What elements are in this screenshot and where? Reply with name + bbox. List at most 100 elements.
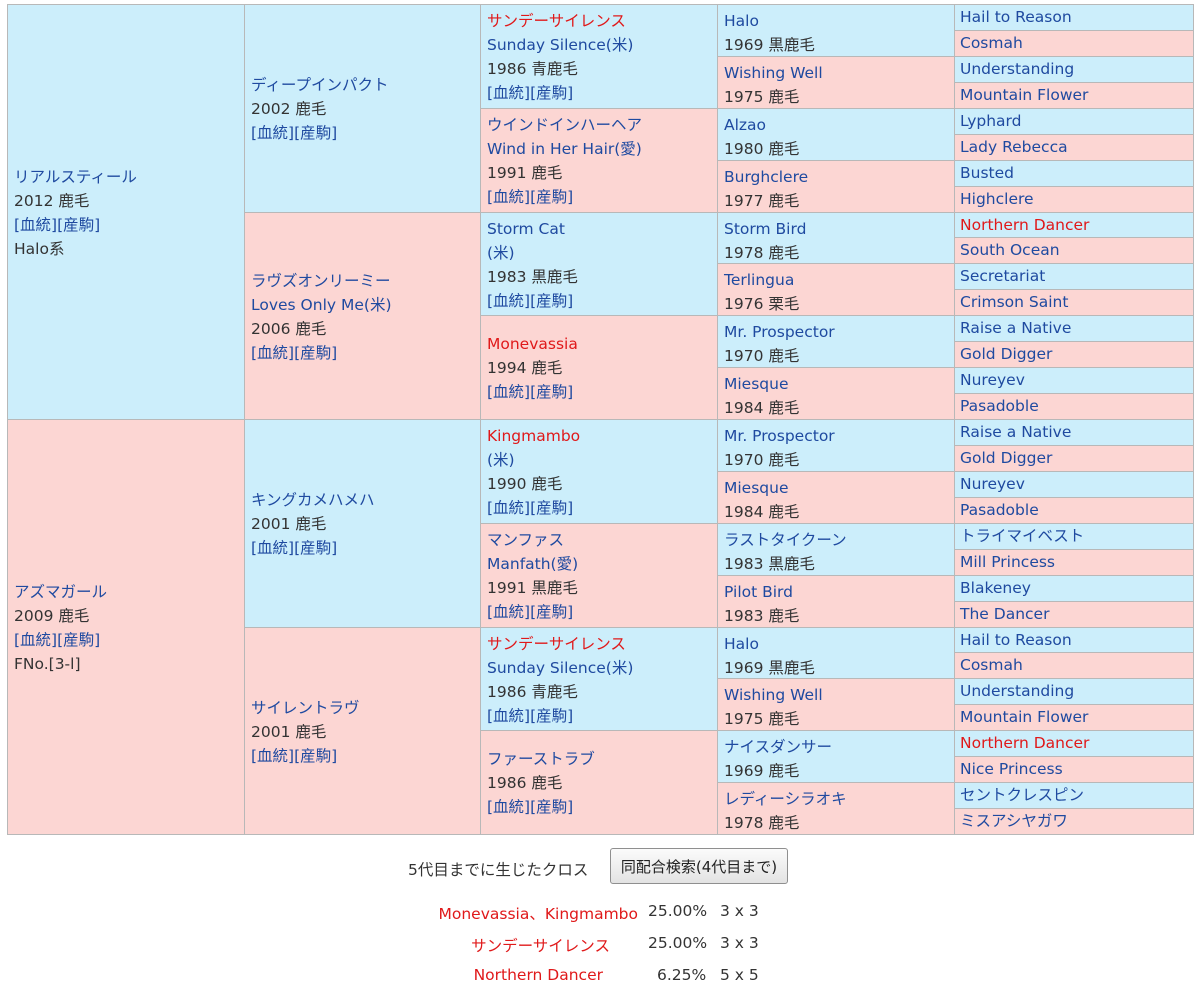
- horse-name-link[interactable]: Northern Dancer: [960, 216, 1090, 234]
- pedigree-link[interactable]: [血統]: [487, 292, 531, 310]
- horse-name-link[interactable]: Northern Dancer: [960, 734, 1090, 752]
- offspring-link[interactable]: [産駒]: [530, 707, 574, 725]
- horse-name-link[interactable]: ウインドインハーヘア: [487, 116, 643, 134]
- horse-name-link[interactable]: Busted: [960, 164, 1014, 182]
- pedigree-cell-gen2: ラヴズオンリーミー Loves Only Me(米) 2006 鹿毛 [血統][産駒]: [244, 212, 481, 420]
- pedigree-link[interactable]: [血統]: [487, 188, 531, 206]
- pedigree-link[interactable]: [血統]: [487, 603, 531, 621]
- offspring-link[interactable]: [産駒]: [530, 603, 574, 621]
- cross-horse-link[interactable]: Northern Dancer: [473, 966, 603, 984]
- horse-name-link[interactable]: Understanding: [960, 60, 1075, 78]
- offspring-link[interactable]: [産駒]: [530, 383, 574, 401]
- horse-name-link[interactable]: Mountain Flower: [960, 708, 1089, 726]
- horse-name-link[interactable]: Hail to Reason: [960, 631, 1072, 649]
- offspring-link[interactable]: [産駒]: [57, 631, 101, 649]
- horse-name-link[interactable]: ディープインパクト: [251, 76, 389, 94]
- pedigree-link[interactable]: [血統]: [251, 124, 295, 142]
- horse-name-link[interactable]: Terlingua: [724, 271, 795, 289]
- pedigree-link[interactable]: [血統]: [14, 216, 58, 234]
- horse-name-link[interactable]: セントクレスピン: [960, 786, 1085, 804]
- horse-name-link[interactable]: Blakeney: [960, 579, 1031, 597]
- horse-name-link[interactable]: サンデーサイレンス: [487, 635, 626, 653]
- horse-name-link[interactable]: サイレントラヴ: [251, 699, 360, 717]
- horse-name-link[interactable]: ナイスダンサー: [724, 738, 833, 756]
- horse-name-link[interactable]: サンデーサイレンス: [487, 12, 626, 30]
- horse-name-link[interactable]: The Dancer: [960, 605, 1050, 623]
- offspring-link[interactable]: [産駒]: [530, 499, 574, 517]
- horse-name-link[interactable]: Highclere: [960, 190, 1034, 208]
- offspring-link[interactable]: [産駒]: [294, 124, 338, 142]
- horse-name-link[interactable]: Nureyev: [960, 371, 1025, 389]
- horse-name-link[interactable]: Lady Rebecca: [960, 138, 1068, 156]
- cross-horse-link[interactable]: Monevassia、Kingmambo: [438, 905, 639, 923]
- offspring-link[interactable]: [産駒]: [294, 344, 338, 362]
- horse-name-link[interactable]: Hail to Reason: [960, 8, 1072, 26]
- pedigree-link[interactable]: [血統]: [487, 707, 531, 725]
- horse-name-link[interactable]: Mill Princess: [960, 553, 1056, 571]
- offspring-link[interactable]: [産駒]: [57, 216, 101, 234]
- birth-year-coat: 1984 鹿毛: [724, 503, 800, 521]
- offspring-link[interactable]: [産駒]: [294, 747, 338, 765]
- horse-name-link[interactable]: レディーシラオキ: [724, 790, 847, 808]
- cross-horse-link[interactable]: サンデーサイレンス: [471, 937, 610, 955]
- horse-name-link[interactable]: South Ocean: [960, 241, 1060, 259]
- horse-name-link[interactable]: Nice Princess: [960, 760, 1063, 778]
- horse-name-link[interactable]: Gold Digger: [960, 345, 1053, 363]
- pedigree-link[interactable]: [血統]: [251, 344, 295, 362]
- horse-name-link[interactable]: ラストタイクーン: [724, 531, 847, 549]
- horse-name-link[interactable]: Cosmah: [960, 656, 1023, 674]
- offspring-link[interactable]: [産駒]: [530, 292, 574, 310]
- pedigree-link[interactable]: [血統]: [487, 383, 531, 401]
- horse-name-link[interactable]: Mountain Flower: [960, 86, 1089, 104]
- pedigree-cell-gen5: トライマイベスト: [954, 523, 1194, 550]
- horse-name-link[interactable]: Cosmah: [960, 34, 1023, 52]
- horse-name-link[interactable]: Pasadoble: [960, 501, 1039, 519]
- horse-name-link[interactable]: Storm Bird: [724, 220, 807, 238]
- horse-name-link[interactable]: Pasadoble: [960, 397, 1039, 415]
- horse-name-link[interactable]: Burghclere: [724, 168, 809, 186]
- horse-name-link[interactable]: Halo: [724, 12, 759, 30]
- horse-name-link[interactable]: ミスアシヤガワ: [960, 812, 1068, 830]
- horse-name-link[interactable]: Lyphard: [960, 112, 1022, 130]
- horse-name-link[interactable]: Wishing Well: [724, 64, 823, 82]
- horse-name-link[interactable]: Gold Digger: [960, 449, 1053, 467]
- pedigree-link[interactable]: [血統]: [251, 747, 295, 765]
- horse-name-link[interactable]: Kingmambo: [487, 427, 581, 445]
- horse-name-link[interactable]: Miesque: [724, 375, 789, 393]
- pedigree-link[interactable]: [血統]: [487, 798, 531, 816]
- horse-name-link[interactable]: Monevassia: [487, 335, 578, 353]
- horse-name-link[interactable]: Storm Cat: [487, 220, 565, 238]
- same-mating-search-button[interactable]: 同配合検索(4代目まで): [610, 848, 788, 884]
- horse-name-link[interactable]: Raise a Native: [960, 319, 1072, 337]
- horse-name-link[interactable]: Raise a Native: [960, 423, 1072, 441]
- horse-name-link[interactable]: マンファス: [487, 531, 565, 549]
- horse-name-link[interactable]: Crimson Saint: [960, 293, 1069, 311]
- horse-name-link[interactable]: キングカメハメハ: [251, 491, 375, 509]
- offspring-link[interactable]: [産駒]: [294, 539, 338, 557]
- horse-name-link[interactable]: Wishing Well: [724, 686, 823, 704]
- horse-name-link[interactable]: Halo: [724, 635, 759, 653]
- offspring-link[interactable]: [産駒]: [530, 188, 574, 206]
- horse-links: [血統][産駒]: [487, 289, 711, 313]
- horse-name-link[interactable]: ファーストラブ: [487, 750, 595, 768]
- pedigree-link[interactable]: [血統]: [14, 631, 58, 649]
- pedigree-cell-gen5: Raise a Native: [954, 315, 1194, 342]
- horse-name-link[interactable]: リアルスティール: [14, 168, 137, 186]
- horse-name-link[interactable]: Secretariat: [960, 267, 1046, 285]
- offspring-link[interactable]: [産駒]: [530, 84, 574, 102]
- horse-name-link[interactable]: トライマイベスト: [960, 527, 1085, 545]
- horse-name-link[interactable]: Pilot Bird: [724, 583, 793, 601]
- horse-name-link[interactable]: ラヴズオンリーミー: [251, 272, 391, 290]
- horse-name-link[interactable]: Understanding: [960, 682, 1075, 700]
- horse-name-link[interactable]: Mr. Prospector: [724, 323, 835, 341]
- pedigree-link[interactable]: [血統]: [251, 539, 295, 557]
- offspring-link[interactable]: [産駒]: [530, 798, 574, 816]
- horse-name-link[interactable]: Miesque: [724, 479, 789, 497]
- horse-name-link[interactable]: Nureyev: [960, 475, 1025, 493]
- pedigree-link[interactable]: [血統]: [487, 84, 531, 102]
- horse-name-link[interactable]: アズマガール: [14, 583, 108, 601]
- horse-name-link[interactable]: Alzao: [724, 116, 767, 134]
- horse-name-link[interactable]: Mr. Prospector: [724, 427, 835, 445]
- pedigree-link[interactable]: [血統]: [487, 499, 531, 517]
- pedigree-cell-gen5: Pasadoble: [954, 497, 1194, 524]
